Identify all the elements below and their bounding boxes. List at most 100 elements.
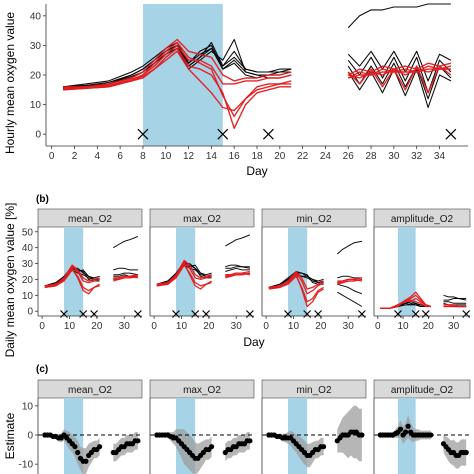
y-tick-label: 10	[22, 291, 34, 302]
facet-strip-label: min_O2	[296, 214, 331, 225]
x-axis-title: Day	[243, 335, 264, 349]
facet-strip-label: mean_O2	[68, 214, 112, 225]
x-tick-label: 28	[365, 151, 377, 162]
x-tick-label: 6	[117, 151, 123, 162]
series-red-3-seg-1	[337, 278, 363, 284]
series-red-3-seg-0	[44, 264, 100, 287]
facet-strip-label: min_O2	[296, 385, 331, 396]
estimate-point	[75, 449, 81, 456]
x-tick-label: 0	[49, 151, 55, 162]
y-tick-label: 20	[30, 71, 42, 82]
series-red-2-seg-0	[268, 272, 324, 295]
x-tick-label: 2	[72, 151, 78, 162]
series-black-3-seg-1	[337, 291, 363, 307]
series-red-3-seg-0	[63, 47, 292, 130]
series-black-1-seg-1	[337, 275, 362, 279]
series-red-4-seg-1	[348, 68, 451, 79]
y-tick-label: -10	[19, 460, 34, 471]
series-black-2-seg-1	[347, 56, 452, 94]
series-red-2-seg-0	[156, 261, 212, 285]
facet-strip-label: max_O2	[183, 385, 221, 396]
estimate-point	[320, 444, 327, 450]
estimate-point	[397, 426, 404, 432]
x-tick-label: 20	[274, 151, 286, 162]
x-tick-label: 10	[160, 151, 172, 162]
x-axis-title: Day	[246, 164, 267, 178]
x-tick-label: 10	[176, 321, 188, 332]
series-black-3-seg-1	[443, 294, 467, 299]
cross-marker-3	[445, 128, 457, 140]
cross-marker-3	[462, 310, 471, 318]
estimate-point	[359, 432, 365, 438]
facet-strip	[261, 379, 367, 399]
y-tick-label: 30	[30, 41, 42, 52]
x-tick-label: 30	[343, 321, 355, 332]
panel-label: (b)	[36, 194, 49, 205]
y-tick-label: 0	[35, 130, 41, 141]
x-tick-label: 8	[140, 151, 146, 162]
series-red-1-seg-1	[347, 62, 452, 76]
facet-strip-label: amplitude_O2	[391, 385, 454, 396]
series-red-3-seg-1	[113, 275, 139, 281]
facet-strip-label: mean_O2	[68, 385, 112, 396]
x-tick-label: 20	[91, 321, 103, 332]
x-tick-label: 4	[95, 151, 101, 162]
series-red-3-seg-0	[156, 259, 212, 285]
y-tick-label: 40	[22, 243, 34, 254]
estimate-point	[135, 438, 141, 444]
y-tick-label: 50	[22, 227, 34, 238]
x-tick-label: 30	[448, 321, 460, 332]
estimate-point	[83, 458, 89, 464]
series-black-1-seg-1	[113, 267, 138, 271]
x-tick-label: 0	[39, 321, 45, 332]
estimate-point	[428, 432, 434, 438]
x-tick-label: 30	[119, 321, 131, 332]
y-tick-label: 0	[27, 431, 33, 442]
x-tick-label: 22	[297, 151, 309, 162]
series-black-0-seg-1	[443, 301, 467, 304]
x-tick-label: 32	[411, 151, 423, 162]
estimate-point	[72, 444, 78, 450]
series-red-2-seg-0	[44, 266, 100, 287]
series-red-3-seg-1	[347, 65, 452, 94]
series-black-3-seg-1	[113, 272, 138, 276]
panel-label: (c)	[36, 364, 48, 375]
x-tick-label: 10	[397, 321, 409, 332]
x-tick-label: 30	[388, 151, 400, 162]
stimulus-shade	[142, 4, 223, 146]
series-black-1-seg-1	[443, 298, 467, 301]
y-axis-title: Estimate	[3, 412, 17, 459]
facet-strip-label: max_O2	[183, 214, 221, 225]
x-tick-label: 10	[288, 321, 300, 332]
x-tick-label: 12	[183, 151, 195, 162]
x-tick-label: 30	[231, 321, 243, 332]
estimate-point	[208, 444, 215, 450]
cross-marker-3	[357, 310, 366, 318]
estimate-point	[96, 444, 103, 450]
estimate-point	[463, 449, 469, 456]
facet-strip	[373, 379, 471, 399]
series-black-0-seg-1	[225, 267, 250, 272]
series-black-4-seg-0	[63, 44, 292, 89]
series-red-3-seg-0	[380, 299, 431, 309]
y-tick-label: 10	[22, 401, 34, 412]
series-black-2-seg-1	[113, 236, 139, 249]
series-black-3-seg-1	[347, 3, 451, 29]
x-tick-label: 0	[263, 321, 269, 332]
facet-strip	[149, 379, 255, 399]
x-tick-label: 0	[375, 321, 381, 332]
stimulus-shade	[398, 227, 416, 316]
x-tick-label: 20	[203, 321, 215, 332]
series-black-0-seg-1	[347, 68, 452, 109]
x-tick-label: 10	[64, 321, 76, 332]
series-black-1-seg-1	[225, 264, 250, 268]
x-tick-label: 20	[315, 321, 327, 332]
facet-strip-label: amplitude_O2	[391, 214, 454, 225]
cross-marker-0	[137, 128, 149, 140]
cross-marker-3	[245, 310, 254, 318]
cross-marker-3	[133, 310, 142, 318]
x-tick-label: 26	[343, 151, 355, 162]
x-tick-label: 18	[251, 151, 263, 162]
y-axis-title: Daily mean oxygen value [%]	[3, 203, 17, 358]
